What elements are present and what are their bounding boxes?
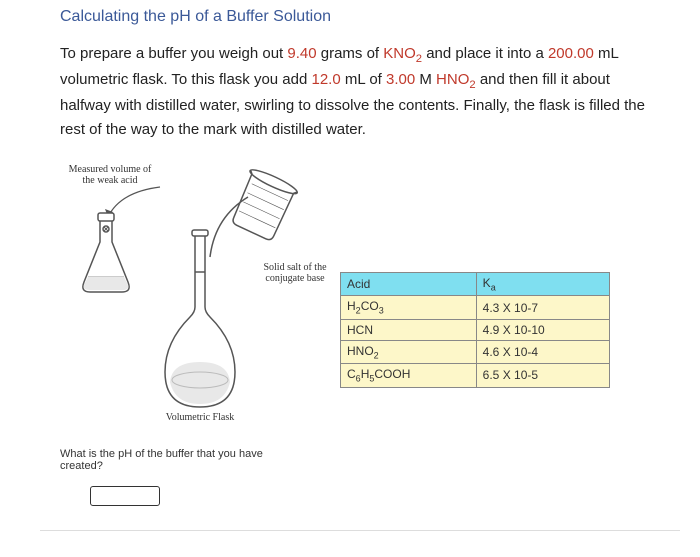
acid-cell: HNO2 <box>341 340 477 363</box>
text: M <box>415 71 436 88</box>
question-text: What is the pH of the buffer that you ha… <box>60 448 280 472</box>
acid-formula: HNO2 <box>436 71 476 88</box>
problem-statement: To prepare a buffer you weigh out 9.40 g… <box>60 42 660 142</box>
acid-concentration: 3.00 <box>386 71 415 88</box>
text: and place it into a <box>422 45 548 62</box>
acid-cell: HCN <box>341 319 477 340</box>
ka-cell: 4.9 X 10-10 <box>476 319 609 340</box>
table-row: C6H5COOH6.5 X 10-5 <box>341 364 610 387</box>
buffer-diagram: Measured volume ofthe weak acid Solid sa… <box>60 162 320 442</box>
table-header-row: Acid Ka <box>341 273 610 296</box>
flask-volume: 200.00 <box>548 45 594 62</box>
salt-formula: KNO2 <box>383 45 422 62</box>
diagram-and-table: Measured volume ofthe weak acid Solid sa… <box>60 162 660 506</box>
text: mL of <box>341 71 386 88</box>
table-row: HNO24.6 X 10-4 <box>341 340 610 363</box>
table-row: HCN4.9 X 10-10 <box>341 319 610 340</box>
label-measured-volume: Measured volume ofthe weak acid <box>60 164 160 186</box>
left-column: Measured volume ofthe weak acid Solid sa… <box>60 162 320 506</box>
acid-cell: H2CO3 <box>341 296 477 319</box>
ka-table-body: H2CO34.3 X 10-7HCN4.9 X 10-10HNO24.6 X 1… <box>341 296 610 387</box>
ka-cell: 6.5 X 10-5 <box>476 364 609 387</box>
acid-volume: 12.0 <box>312 71 341 88</box>
text: To prepare a buffer you weigh out <box>60 45 287 62</box>
acid-cell: C6H5COOH <box>341 364 477 387</box>
header-ka: Ka <box>476 273 609 296</box>
table-row: H2CO34.3 X 10-7 <box>341 296 610 319</box>
divider <box>40 530 680 531</box>
mass-value: 9.40 <box>287 45 316 62</box>
ka-cell: 4.6 X 10-4 <box>476 340 609 363</box>
ka-table: Acid Ka H2CO34.3 X 10-7HCN4.9 X 10-10HNO… <box>340 272 610 388</box>
label-volumetric-flask: Volumetric Flask <box>155 412 245 423</box>
glassware-illustration <box>60 162 320 422</box>
text: grams of <box>317 45 384 62</box>
page-title: Calculating the pH of a Buffer Solution <box>60 8 660 26</box>
label-solid-salt: Solid salt of theconjugate base <box>255 262 335 284</box>
header-acid: Acid <box>341 273 477 296</box>
ka-cell: 4.3 X 10-7 <box>476 296 609 319</box>
ph-answer-input[interactable] <box>90 486 160 506</box>
